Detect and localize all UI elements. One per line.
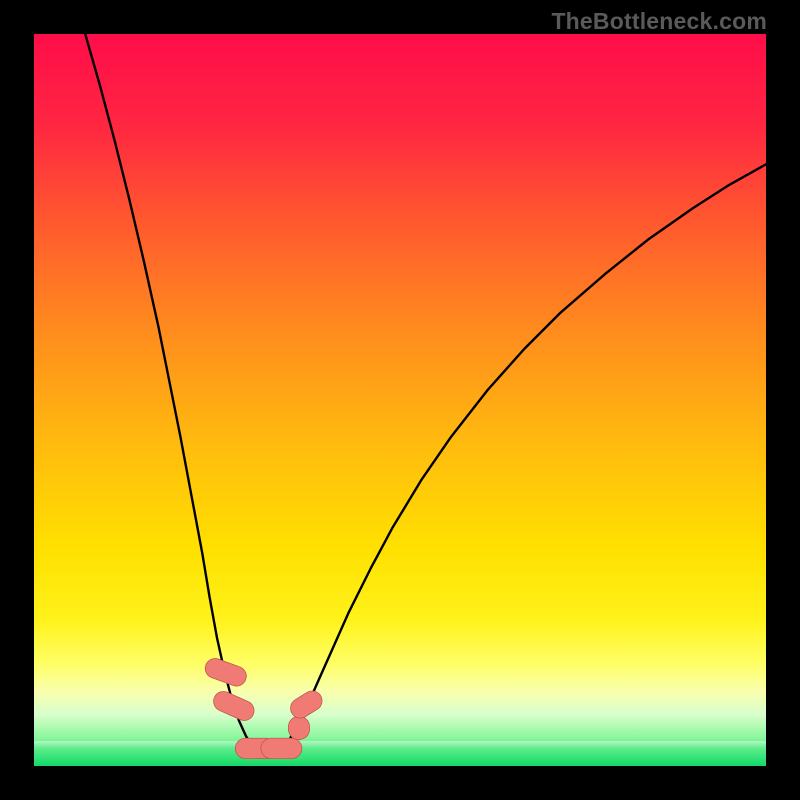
data-markers [202,656,325,759]
data-marker [210,688,257,723]
chart-stage: TheBottleneck.com [0,0,800,800]
data-marker [261,738,302,758]
curves-layer [34,34,766,766]
watermark-text: TheBottleneck.com [551,8,767,35]
data-marker [202,656,249,689]
bottleneck-curve-left [85,34,268,753]
plot-area [34,34,766,766]
bottleneck-curve-right [268,164,766,753]
data-marker [287,687,326,722]
data-marker [288,716,309,739]
